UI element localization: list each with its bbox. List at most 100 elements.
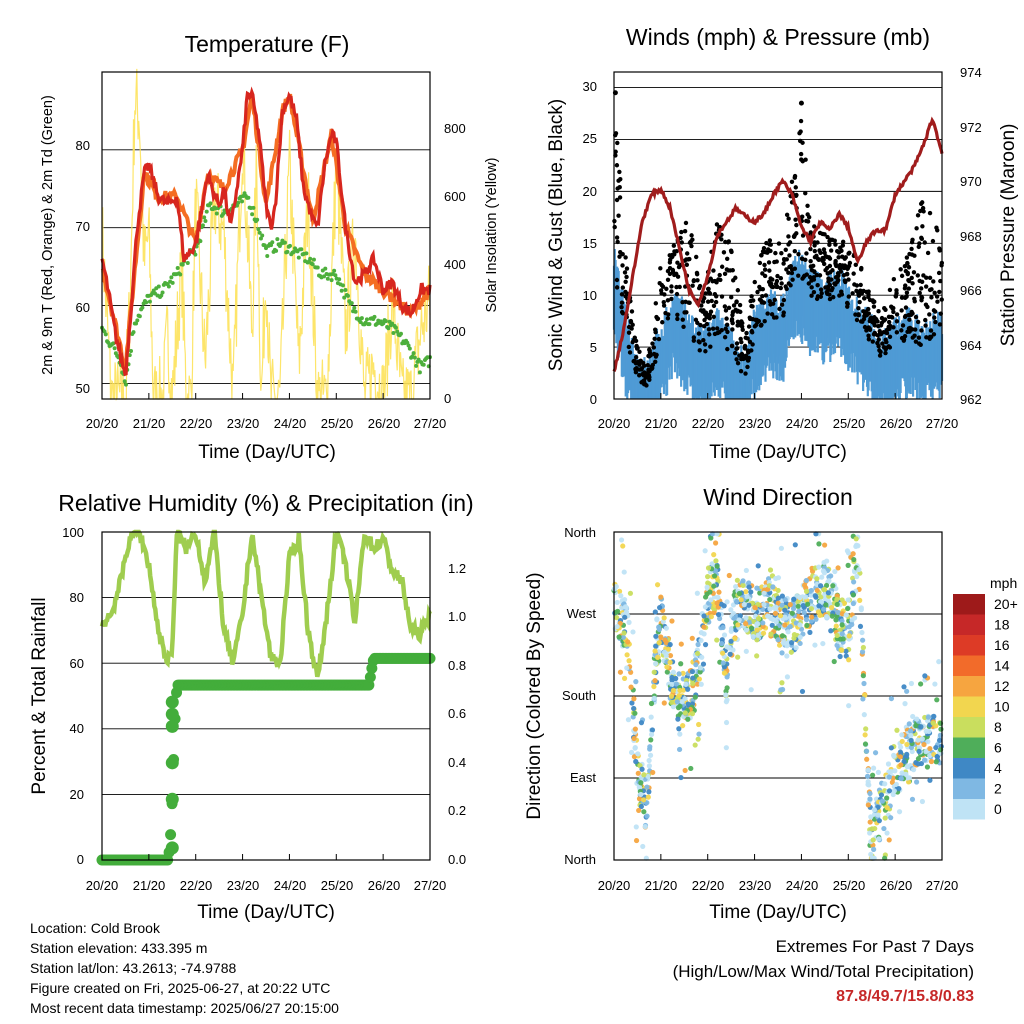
wind-ytick: 25: [583, 131, 597, 146]
dewpoint-point: [214, 211, 219, 216]
wind-ytick: 5: [590, 340, 597, 355]
direction-point: [621, 569, 627, 575]
gust-point: [808, 246, 813, 252]
gust-point: [871, 320, 877, 326]
gust-point: [789, 179, 795, 184]
direction-point: [754, 627, 760, 633]
gust-point: [814, 296, 820, 302]
direction-point: [697, 665, 704, 671]
gust-point: [837, 265, 842, 271]
gust-point: [624, 274, 629, 280]
dewpoint-point: [257, 230, 262, 235]
gust-point: [740, 327, 745, 333]
gust-point: [634, 346, 640, 351]
gust-point: [800, 159, 805, 164]
gust-point: [618, 176, 623, 182]
gust-point: [923, 284, 929, 289]
direction-point: [716, 589, 722, 595]
gust-point: [929, 295, 934, 300]
station-info: Location: Cold Brook Station elevation: …: [30, 918, 339, 1018]
gust-point: [772, 297, 777, 303]
gust-point: [824, 265, 830, 271]
direction-point: [644, 813, 650, 819]
gust-point: [761, 249, 766, 255]
x-tick: 20/20: [598, 416, 631, 431]
direction-point: [910, 713, 916, 720]
gust-point: [705, 299, 711, 304]
direction-point: [899, 770, 905, 776]
precip-ytick: 0.0: [448, 852, 466, 867]
gust-point: [738, 336, 743, 342]
gust-point: [815, 283, 820, 288]
gust-point: [805, 203, 810, 209]
gust-point: [836, 272, 841, 278]
dewpoint-point: [372, 314, 377, 319]
direction-point: [648, 700, 655, 707]
gust-point: [745, 364, 750, 370]
x-tick: 26/20: [880, 416, 913, 431]
gust-point: [747, 339, 753, 344]
gust-point: [898, 267, 903, 272]
gust-point: [734, 346, 739, 351]
legend-label: 0: [994, 801, 1002, 817]
direction-point: [770, 584, 776, 590]
precip-ytick: 0.2: [448, 803, 466, 818]
gust-point: [808, 230, 813, 235]
gust-point: [919, 279, 925, 285]
gust-point: [827, 238, 832, 244]
direction-point: [921, 757, 928, 763]
direction-point: [630, 629, 636, 635]
direction-point: [669, 699, 675, 705]
direction-point: [849, 621, 855, 628]
dewpoint-point: [255, 217, 260, 222]
direction-point: [882, 781, 888, 787]
gust-point: [886, 314, 892, 320]
gust-point: [836, 255, 841, 260]
direction-point: [697, 669, 703, 675]
gust-point: [702, 317, 707, 323]
dewpoint-point: [202, 215, 207, 220]
direction-point: [715, 594, 721, 601]
direction-point: [646, 757, 652, 764]
direction-point: [748, 687, 754, 693]
direction-point: [860, 696, 866, 702]
gust-point: [647, 354, 652, 359]
x-tick: 25/20: [833, 878, 866, 893]
gust-point: [718, 277, 723, 283]
direction-point: [816, 603, 822, 609]
direction-point: [841, 600, 847, 606]
direction-point: [734, 598, 740, 605]
precip-ytick: 1.2: [448, 561, 466, 576]
direction-point: [782, 614, 788, 620]
direction-point: [788, 649, 794, 655]
gust-point: [626, 344, 632, 350]
direction-point: [767, 596, 773, 603]
gust-point: [899, 273, 905, 279]
pressure-ytick: 962: [960, 392, 982, 407]
x-tick: 26/20: [368, 878, 401, 893]
x-tick: 21/20: [645, 416, 678, 431]
gust-point: [792, 249, 798, 254]
gust-point: [934, 294, 940, 299]
gust-point: [656, 336, 662, 342]
winds-ylabel-right: Station Pressure (Maroon): [998, 124, 1019, 347]
gust-point: [702, 312, 708, 317]
direction-point: [927, 777, 933, 783]
gust-point: [794, 222, 799, 228]
x-tick: 23/20: [227, 878, 260, 893]
gust-point: [706, 286, 711, 292]
gust-point: [925, 304, 930, 310]
dewpoint-point: [349, 301, 354, 306]
gust-point: [633, 367, 638, 372]
gust-point: [876, 343, 881, 349]
humidity-xticks: 20/20 21/20 22/20 23/20 24/20 25/20 26/2…: [86, 878, 447, 893]
gust-point: [834, 263, 839, 269]
direction-point: [764, 613, 771, 619]
direction-point: [677, 731, 683, 737]
gust-point: [701, 308, 706, 313]
solar-ytick: 800: [444, 121, 466, 136]
direction-point: [845, 597, 851, 603]
direction-point: [869, 826, 875, 832]
dewpoint-point: [250, 212, 255, 217]
x-tick: 27/20: [926, 878, 959, 893]
